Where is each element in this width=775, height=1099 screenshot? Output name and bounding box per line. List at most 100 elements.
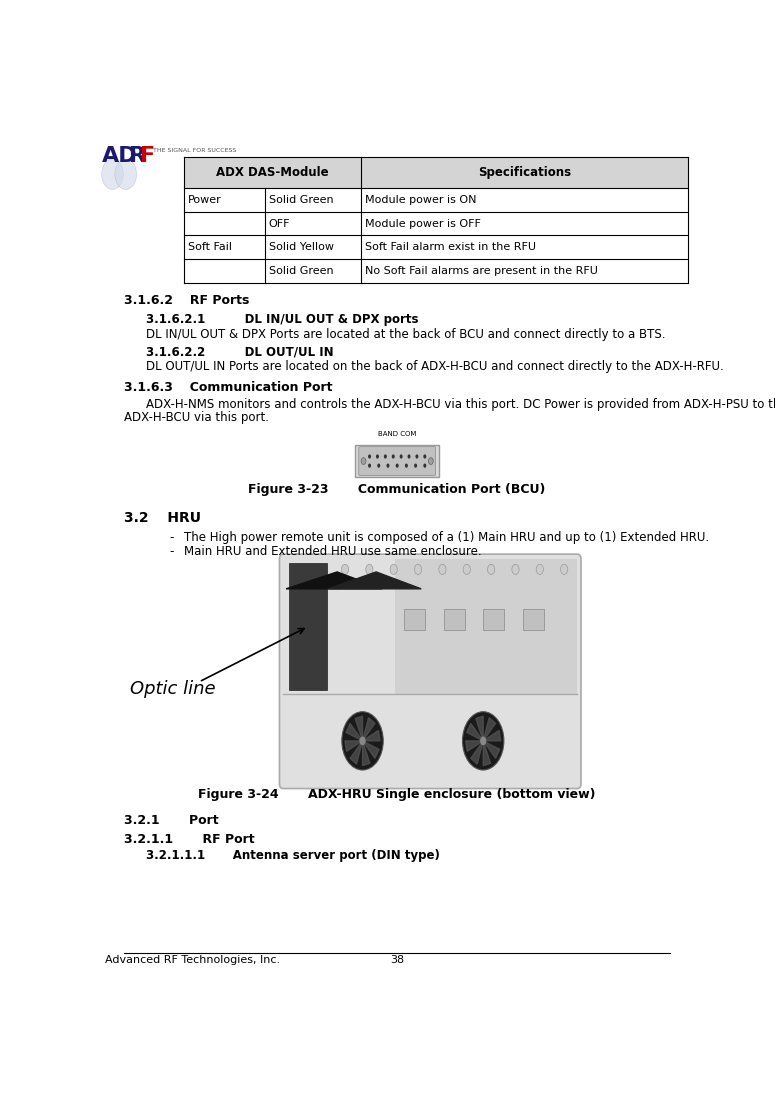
- Circle shape: [423, 464, 426, 468]
- Text: 3.1.6.2  RF Ports: 3.1.6.2 RF Ports: [124, 295, 250, 308]
- Text: DL OUT/UL IN Ports are located on the back of ADX-H-BCU and connect directly to : DL OUT/UL IN Ports are located on the ba…: [146, 360, 724, 374]
- Polygon shape: [363, 741, 370, 766]
- Text: 3.2  HRU: 3.2 HRU: [124, 511, 201, 525]
- Circle shape: [391, 454, 394, 458]
- Circle shape: [487, 564, 494, 575]
- Circle shape: [376, 454, 379, 458]
- Circle shape: [408, 454, 411, 458]
- Text: 38: 38: [390, 955, 405, 965]
- Polygon shape: [345, 741, 363, 752]
- Text: Optic line: Optic line: [130, 679, 215, 698]
- Text: Module power is ON: Module power is ON: [365, 195, 477, 204]
- Bar: [404, 609, 425, 631]
- Circle shape: [368, 454, 371, 458]
- Text: ADX DAS-Module: ADX DAS-Module: [216, 166, 329, 179]
- Polygon shape: [470, 741, 483, 764]
- Polygon shape: [466, 741, 483, 752]
- Circle shape: [480, 736, 486, 745]
- Text: Main HRU and Extended HRU use same enclosure.: Main HRU and Extended HRU use same enclo…: [184, 545, 481, 558]
- Text: Solid Green: Solid Green: [269, 266, 333, 276]
- Circle shape: [405, 464, 408, 468]
- Polygon shape: [483, 741, 491, 766]
- Circle shape: [390, 564, 398, 575]
- Polygon shape: [467, 723, 483, 741]
- Circle shape: [463, 712, 504, 770]
- Circle shape: [439, 564, 446, 575]
- Text: Specifications: Specifications: [478, 166, 571, 179]
- Circle shape: [512, 564, 519, 575]
- Circle shape: [342, 712, 383, 770]
- Text: Solid Yellow: Solid Yellow: [269, 242, 334, 253]
- Polygon shape: [483, 718, 496, 741]
- Bar: [184, 212, 688, 235]
- Polygon shape: [355, 717, 363, 741]
- Circle shape: [400, 454, 403, 458]
- Text: F: F: [140, 145, 155, 166]
- Bar: [184, 259, 688, 282]
- Polygon shape: [328, 571, 422, 589]
- Text: BAND COM: BAND COM: [378, 431, 416, 436]
- Polygon shape: [350, 741, 363, 764]
- Bar: [523, 609, 544, 631]
- Bar: [184, 235, 688, 259]
- Circle shape: [536, 564, 543, 575]
- Circle shape: [366, 564, 373, 575]
- Circle shape: [317, 564, 324, 575]
- Text: 3.2.1.1.1   Antenna server port (DIN type): 3.2.1.1.1 Antenna server port (DIN type): [146, 848, 440, 862]
- Circle shape: [414, 464, 417, 468]
- Polygon shape: [363, 741, 379, 758]
- Circle shape: [423, 454, 426, 458]
- Text: AD: AD: [102, 145, 137, 166]
- Polygon shape: [483, 731, 501, 741]
- Text: Solid Green: Solid Green: [269, 195, 333, 204]
- Circle shape: [396, 464, 398, 468]
- Circle shape: [102, 159, 123, 189]
- Text: Soft Fail: Soft Fail: [188, 242, 232, 253]
- Polygon shape: [363, 731, 380, 741]
- Text: Soft Fail alarm exist in the RFU: Soft Fail alarm exist in the RFU: [365, 242, 536, 253]
- Polygon shape: [483, 741, 500, 758]
- Circle shape: [341, 564, 349, 575]
- Bar: [289, 564, 327, 689]
- Text: 3.1.6.3  Communication Port: 3.1.6.3 Communication Port: [124, 380, 332, 393]
- Circle shape: [463, 564, 470, 575]
- Bar: [184, 188, 688, 212]
- Circle shape: [368, 464, 371, 468]
- Circle shape: [377, 464, 381, 468]
- Circle shape: [360, 736, 366, 745]
- Circle shape: [429, 457, 433, 465]
- Text: 3.2.1.1   RF Port: 3.2.1.1 RF Port: [124, 833, 254, 845]
- Circle shape: [415, 564, 422, 575]
- Circle shape: [361, 457, 366, 465]
- Circle shape: [387, 464, 390, 468]
- Text: Figure 3-23   Communication Port (BCU): Figure 3-23 Communication Port (BCU): [249, 484, 546, 496]
- Text: OFF: OFF: [269, 219, 290, 229]
- Text: ADX-H-NMS monitors and controls the ADX-H-BCU via this port. DC Power is provide: ADX-H-NMS monitors and controls the ADX-…: [146, 399, 775, 411]
- Circle shape: [384, 454, 387, 458]
- Text: 3.1.6.2.1    DL IN/UL OUT & DPX ports: 3.1.6.2.1 DL IN/UL OUT & DPX ports: [146, 313, 418, 326]
- Bar: [483, 609, 505, 631]
- Text: 3.2.1   Port: 3.2.1 Port: [124, 814, 219, 826]
- Text: Advanced RF Technologies, Inc.: Advanced RF Technologies, Inc.: [105, 955, 281, 965]
- Text: DL IN/UL OUT & DPX Ports are located at the back of BCU and connect directly to : DL IN/UL OUT & DPX Ports are located at …: [146, 329, 666, 341]
- Circle shape: [115, 159, 136, 189]
- Polygon shape: [476, 717, 483, 741]
- Text: THE SIGNAL FOR SUCCESS: THE SIGNAL FOR SUCCESS: [153, 148, 236, 153]
- Text: 3.1.6.2.2    DL OUT/UL IN: 3.1.6.2.2 DL OUT/UL IN: [146, 345, 334, 358]
- Circle shape: [293, 564, 300, 575]
- Bar: [395, 559, 577, 693]
- Bar: [184, 157, 688, 188]
- Text: Module power is OFF: Module power is OFF: [365, 219, 480, 229]
- Text: ADX-H-BCU via this port.: ADX-H-BCU via this port.: [124, 411, 269, 424]
- Bar: [443, 609, 464, 631]
- Text: R: R: [129, 145, 146, 166]
- Polygon shape: [286, 571, 382, 589]
- Text: -: -: [169, 545, 174, 558]
- Circle shape: [415, 454, 419, 458]
- Circle shape: [560, 564, 568, 575]
- Text: -: -: [169, 531, 174, 544]
- Text: Figure 3-24   ADX-HRU Single enclosure (bottom view): Figure 3-24 ADX-HRU Single enclosure (bo…: [198, 788, 596, 801]
- Bar: [355, 445, 439, 477]
- Polygon shape: [346, 723, 363, 741]
- FancyBboxPatch shape: [359, 446, 436, 476]
